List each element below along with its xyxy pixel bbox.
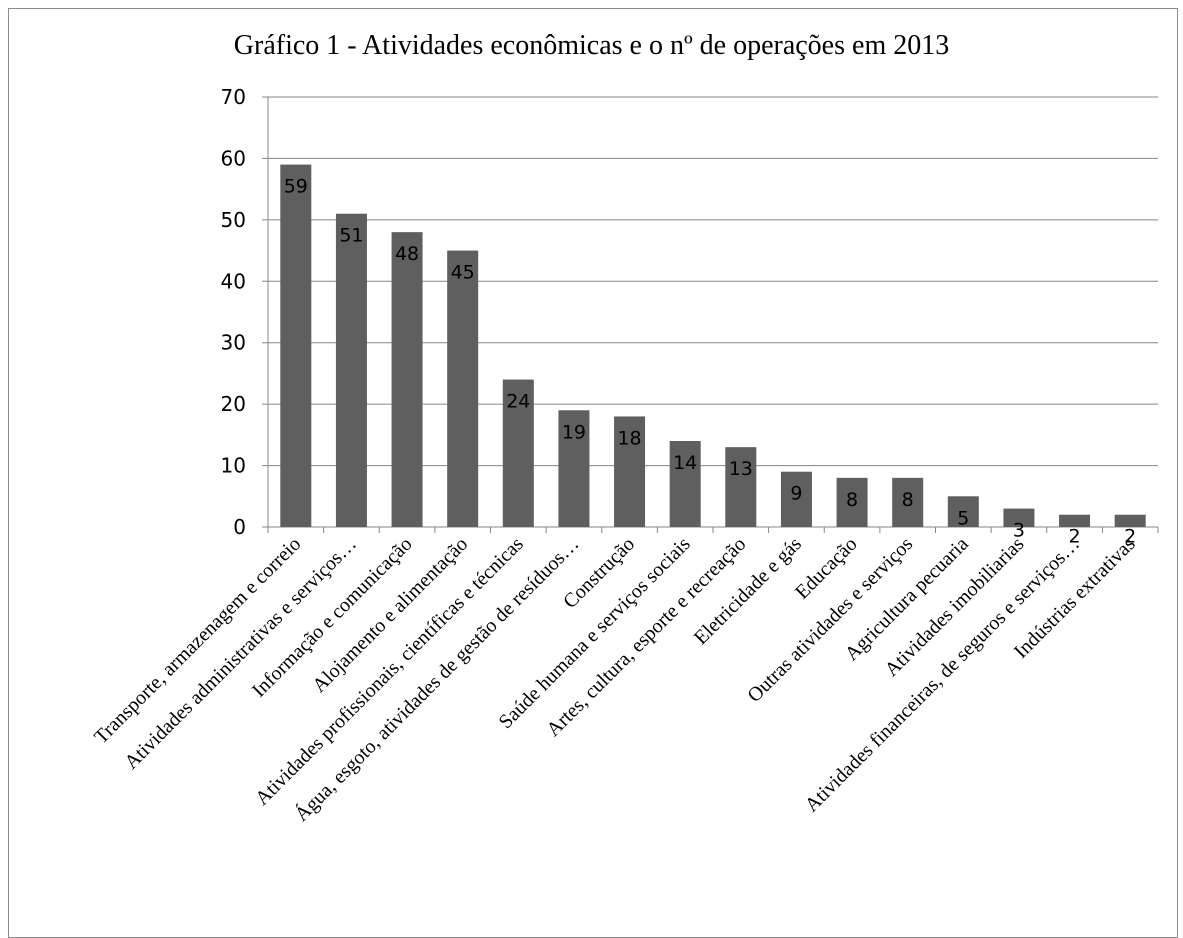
- data-label: 5: [957, 507, 969, 529]
- data-label: 45: [451, 262, 475, 284]
- x-category-label: Transporte, armazenagem e correio: [90, 533, 305, 748]
- bar: [280, 164, 312, 528]
- bar: [780, 471, 812, 527]
- y-tick-label: 60: [221, 146, 246, 170]
- data-label: 19: [562, 421, 586, 443]
- y-tick-label: 50: [221, 208, 246, 232]
- data-label: 2: [1124, 526, 1136, 548]
- data-label: 59: [284, 176, 308, 198]
- bar: [947, 496, 979, 527]
- y-tick-label: 40: [221, 269, 246, 293]
- bar: [391, 232, 423, 527]
- chart-title: Gráfico 1 - Atividades econômicas e o nº…: [233, 30, 950, 61]
- bar: [558, 410, 590, 527]
- y-tick-label: 30: [221, 331, 246, 355]
- data-label: 2: [1069, 526, 1081, 548]
- data-label: 13: [729, 458, 753, 480]
- bar: [836, 477, 868, 527]
- chart-area: [8, 8, 1178, 938]
- x-category-label: Artes, cultura, esporte e recreação: [542, 533, 750, 741]
- data-label: 51: [339, 225, 363, 247]
- data-label: 24: [506, 391, 530, 413]
- data-label: 8: [902, 489, 914, 511]
- bar: [1114, 514, 1146, 527]
- data-label: 48: [395, 243, 419, 265]
- y-tick-label: 0: [233, 515, 246, 539]
- bar: [614, 416, 646, 527]
- bar: [1059, 514, 1091, 527]
- bar: [892, 477, 924, 527]
- bar: [725, 447, 757, 527]
- y-tick-label: 10: [221, 454, 246, 478]
- y-tick-label: 20: [221, 392, 246, 416]
- bar: [447, 250, 479, 528]
- data-label: 3: [1013, 520, 1025, 542]
- y-tick-label: 70: [221, 85, 246, 109]
- data-label: 14: [673, 452, 697, 474]
- data-label: 18: [617, 427, 641, 449]
- bar: [502, 379, 534, 527]
- bar: [335, 213, 367, 527]
- bar: [1003, 508, 1035, 527]
- data-label: 8: [846, 489, 858, 511]
- bar: [669, 441, 701, 527]
- data-label: 9: [790, 483, 802, 505]
